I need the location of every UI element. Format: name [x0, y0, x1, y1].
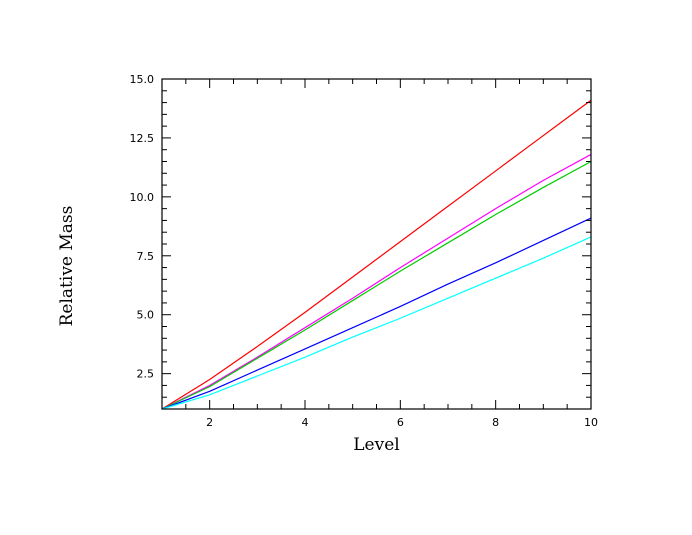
y-tick-label: 15.0	[130, 73, 155, 86]
plot-frame	[161, 78, 592, 410]
series-line-2	[161, 153, 592, 410]
series-layer	[161, 99, 592, 410]
series-line-1	[161, 99, 592, 410]
x-tick-label: 4	[302, 416, 309, 429]
series-line-3	[161, 160, 592, 410]
x-axis-label: Level	[353, 435, 399, 455]
y-tick-label: 7.5	[137, 250, 155, 263]
series-line-4	[161, 217, 592, 410]
tick-layer: 2 4 6 8 10 2.5 5.0 7.5 10.0 12.5 15.0	[130, 73, 599, 429]
y-tick-label: 10.0	[130, 191, 155, 204]
x-tick-label: 2	[206, 416, 213, 429]
x-tick-label: 8	[492, 416, 499, 429]
x-tick-label: 10	[584, 416, 598, 429]
x-tick-label: 6	[397, 416, 404, 429]
y-tick-label: 12.5	[130, 132, 155, 145]
series-line-5	[161, 236, 592, 410]
y-tick-label: 2.5	[137, 368, 155, 381]
y-tick-label: 5.0	[137, 309, 155, 322]
y-axis-label: Relative Mass	[57, 206, 77, 327]
